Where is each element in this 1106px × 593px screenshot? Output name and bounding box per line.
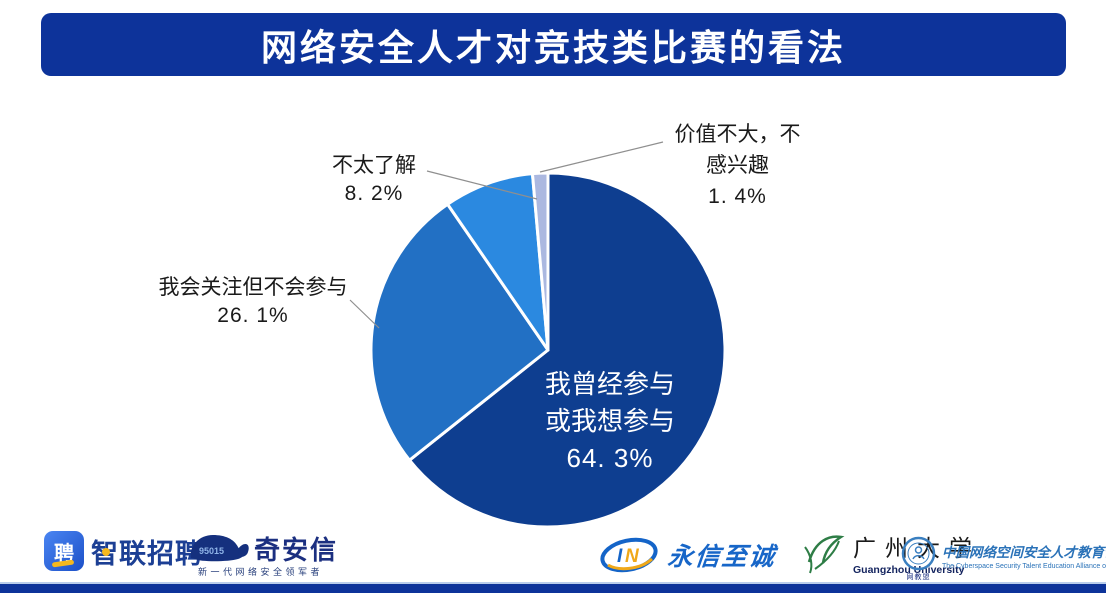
pie-label-line: 我会关注但不会参与 xyxy=(158,276,348,299)
pie-label-percent: 1. 4% xyxy=(708,185,767,208)
qianxin-wordmark: 奇安信 xyxy=(254,534,339,565)
pie-label-percent: 8. 2% xyxy=(344,182,404,205)
yongxin-icon-letter-n: N xyxy=(625,546,640,567)
gzhu-subtext: Guangzhou University xyxy=(853,563,965,576)
logo-yongxin: I N 永信至诚 xyxy=(598,534,778,576)
logo-qianxin: 95015 奇安信 新一代网络安全领军者 xyxy=(186,528,339,577)
alliance-seal-icon xyxy=(901,536,936,571)
zhaopin-yellow-dot-icon xyxy=(102,547,110,556)
zhaopin-icon-char: 聘 xyxy=(54,542,74,565)
pie-label-line: 感兴趣 xyxy=(706,154,769,177)
leader-line-follow xyxy=(349,299,380,329)
page-title: 网络安全人才对竞技类比赛的看法 xyxy=(260,26,846,68)
logo-education-alliance: 网教盟 中国网络空间安全人才教育论坛 The Cyberspace Securi… xyxy=(901,536,1106,582)
pie-label-follow: 我会关注但不会参与 26. 1% xyxy=(128,274,378,330)
pie-slice-0 xyxy=(408,171,727,529)
qianxin-tiger-icon: 95015 xyxy=(190,535,249,562)
gzhu-emblem-icon xyxy=(804,535,845,574)
alliance-wordmark: 中国网络空间安全人才教育论坛 xyxy=(942,545,1106,560)
yongxin-ellipse-icon: I N xyxy=(600,537,658,573)
title-banner: 网络安全人才对竞技类比赛的看法 xyxy=(41,13,1066,76)
yongxin-icon-letter-i: I xyxy=(617,546,623,567)
pie-label-line: 或我想参与 xyxy=(544,406,675,436)
pie-label-line: 价值不大，不 xyxy=(674,123,801,146)
pie-slice-2 xyxy=(446,172,550,352)
pie-slice-3 xyxy=(530,171,550,352)
qianxin-tagline: 新一代网络安全领军者 xyxy=(198,567,324,577)
logo-zhaopin: 聘 智联招聘 xyxy=(44,530,203,572)
alliance-seal-caption: 网教盟 xyxy=(906,574,931,581)
pie-label-percent: 26. 1% xyxy=(217,304,289,327)
yongxin-wordmark: 永信至诚 xyxy=(666,543,778,571)
pie-label-participated: 我曾经参与 或我想参与 64. 3% xyxy=(510,366,710,477)
zhaopin-icon: 聘 xyxy=(44,531,84,571)
qianxin-hotline: 95015 xyxy=(199,546,224,556)
pie-slice-1 xyxy=(369,202,550,462)
alliance-subtext: The Cyberspace Security Talent Education… xyxy=(942,563,1106,570)
leader-line-unknown xyxy=(426,170,538,200)
bottom-bar xyxy=(0,582,1106,593)
pie-label-unknown: 不太了解 8. 2% xyxy=(299,152,449,208)
leader-line-novalue xyxy=(539,141,664,173)
pie-label-percent: 64. 3% xyxy=(566,443,654,473)
pie-label-line: 我曾经参与 xyxy=(544,369,675,399)
pie-label-line: 不太了解 xyxy=(332,154,416,177)
pie-label-novalue: 价值不大，不 感兴趣 1. 4% xyxy=(656,119,819,212)
zhaopin-wordmark: 智联招聘 xyxy=(91,532,203,571)
